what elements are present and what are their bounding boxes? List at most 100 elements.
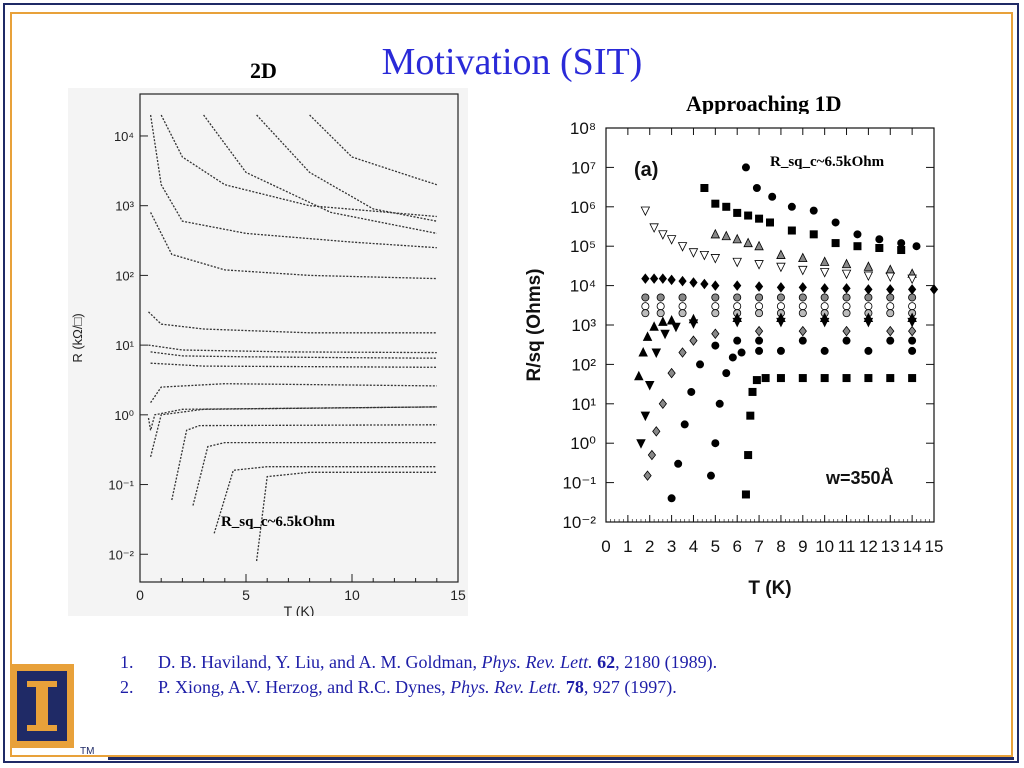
data-point-diamond-filled bbox=[754, 281, 764, 292]
data-point-circle-gray bbox=[864, 293, 873, 302]
data-point-circle-open bbox=[678, 302, 687, 311]
x-tick-label: 6 bbox=[732, 537, 741, 556]
data-point-circle-gray bbox=[755, 293, 764, 302]
data-point-circle-filled bbox=[737, 348, 746, 357]
y-tick-label: 10⁴ bbox=[114, 129, 134, 144]
data-point-diamond-filled bbox=[776, 282, 786, 293]
data-point-triangle-down-filled bbox=[660, 329, 670, 340]
data-point-circle-open bbox=[886, 302, 895, 311]
data-point-triangle-down-open bbox=[732, 257, 742, 268]
y-tick-label: 10⁻¹ bbox=[562, 474, 596, 493]
x-tick-label: 10 bbox=[344, 587, 360, 603]
data-point-triangle-down-open bbox=[798, 265, 808, 276]
data-point-triangle-up-gray bbox=[798, 252, 808, 263]
data-point-square-filled bbox=[831, 239, 840, 248]
y-tick-label: 10² bbox=[571, 355, 596, 374]
data-point-triangle-up-gray bbox=[841, 258, 852, 269]
data-point-triangle-down-filled bbox=[776, 317, 786, 328]
data-point-triangle-down-filled bbox=[651, 348, 662, 359]
data-point-circle-filled bbox=[715, 399, 724, 408]
data-point-circle-gray-light bbox=[678, 309, 687, 318]
data-point-circle-filled bbox=[912, 242, 921, 251]
data-point-diamond-gray bbox=[908, 325, 917, 337]
data-point-diamond-filled bbox=[689, 277, 698, 288]
data-point-diamond-filled bbox=[678, 275, 687, 287]
data-point-diamond-filled bbox=[798, 282, 807, 293]
reference-rest: , 2180 (1989). bbox=[615, 652, 718, 672]
slide-frame-inner bbox=[10, 12, 1013, 757]
data-series-line bbox=[148, 344, 437, 354]
data-point-circle-filled bbox=[722, 369, 731, 378]
reference-number: 2. bbox=[120, 677, 134, 697]
data-point-square-filled bbox=[853, 242, 862, 251]
y-tick-label: 10⁶ bbox=[570, 198, 596, 217]
data-point-triangle-up-filled bbox=[666, 315, 677, 325]
data-point-circle-filled bbox=[733, 336, 742, 345]
data-point-circle-open bbox=[755, 302, 764, 311]
y-tick-label: 10⁸ bbox=[570, 119, 596, 138]
data-point-triangle-up-gray bbox=[863, 261, 874, 271]
data-point-circle-filled bbox=[776, 346, 785, 355]
data-point-triangle-down-open bbox=[907, 274, 917, 285]
critical-resistance-annotation: R_sq_c~6.5kOhm bbox=[770, 154, 885, 170]
data-point-diamond-filled bbox=[733, 280, 742, 291]
data-series-line bbox=[309, 114, 437, 186]
data-point-circle-filled bbox=[711, 439, 720, 448]
data-point-square-filled bbox=[809, 230, 818, 239]
data-point-square-filled bbox=[744, 211, 753, 220]
data-point-circle-filled bbox=[680, 420, 689, 429]
left-chart-svg: 0 5 10 15 10⁻² 10⁻¹ 10⁰ 10¹ 10² 10³ 10⁴ T (K) R (kΩ/… bbox=[70, 93, 466, 619]
right-chart-svg: 0 1 2 3 4 5 6 7 8 9 10 11 12 13 14 1510⁻²10⁻¹10⁰10¹10²1… bbox=[524, 119, 943, 599]
data-point-circle-filled bbox=[667, 494, 676, 503]
data-point-circle-gray bbox=[886, 293, 895, 302]
data-point-circle-gray bbox=[908, 293, 917, 302]
trademark-label: TM bbox=[80, 746, 95, 757]
y-tick-label: 10⁻² bbox=[108, 547, 134, 562]
data-point-circle-filled bbox=[908, 346, 917, 355]
data-point-triangle-down-open bbox=[841, 269, 852, 280]
data-point-diamond-filled bbox=[886, 284, 895, 295]
data-point-circle-filled bbox=[809, 206, 818, 215]
x-tick-label: 1 bbox=[623, 537, 632, 556]
data-point-circle-filled bbox=[674, 459, 683, 468]
data-point-square-filled bbox=[733, 208, 742, 217]
data-point-triangle-down-open bbox=[666, 235, 677, 245]
x-tick-label: 5 bbox=[711, 537, 720, 556]
data-point-circle-gray bbox=[798, 293, 807, 302]
data-point-circle-open bbox=[641, 302, 650, 311]
data-point-circle-filled bbox=[853, 230, 862, 239]
data-point-square-filled bbox=[842, 374, 851, 383]
reference-authors: P. Xiong, A.V. Herzog, and R.C. Dynes, bbox=[158, 677, 451, 697]
data-point-square-filled bbox=[765, 218, 774, 227]
data-point-square-filled bbox=[752, 376, 761, 385]
critical-resistance-annotation: R_sq_c~6.5kOhm bbox=[221, 514, 336, 530]
data-point-square-filled bbox=[755, 214, 764, 223]
data-series-line bbox=[147, 406, 437, 431]
data-point-triangle-down-open bbox=[677, 242, 688, 252]
data-point-circle-open bbox=[820, 302, 829, 311]
data-point-triangle-up-gray bbox=[743, 237, 753, 248]
data-point-triangle-up-filled bbox=[634, 370, 644, 381]
data-point-triangle-up-gray bbox=[721, 230, 732, 241]
x-tick-label: 10 bbox=[815, 537, 834, 556]
y-tick-label: 10⁰ bbox=[570, 434, 596, 453]
data-point-diamond-filled bbox=[649, 273, 659, 284]
data-point-diamond-gray bbox=[643, 470, 652, 481]
data-series-line bbox=[171, 424, 437, 501]
data-point-square-filled bbox=[886, 374, 895, 383]
slide-bottom-rule bbox=[108, 757, 1014, 760]
data-point-diamond-gray bbox=[754, 325, 764, 337]
reference-authors: D. B. Haviland, Y. Liu, and A. M. Goldma… bbox=[158, 652, 482, 672]
data-point-triangle-up-filled bbox=[649, 321, 659, 331]
data-point-triangle-down-filled bbox=[640, 411, 651, 422]
data-point-circle-gray bbox=[776, 293, 785, 302]
x-tick-label: 5 bbox=[242, 587, 250, 603]
data-point-circle-gray-light bbox=[711, 309, 720, 318]
x-tick-label: 0 bbox=[601, 537, 610, 556]
data-point-circle-filled bbox=[706, 471, 715, 480]
data-series-line bbox=[255, 471, 437, 562]
data-point-triangle-up-gray bbox=[819, 256, 830, 266]
data-point-diamond-filled bbox=[641, 273, 650, 284]
data-point-square-filled bbox=[746, 411, 755, 420]
reference-journal: Phys. Rev. Lett. bbox=[450, 677, 562, 697]
